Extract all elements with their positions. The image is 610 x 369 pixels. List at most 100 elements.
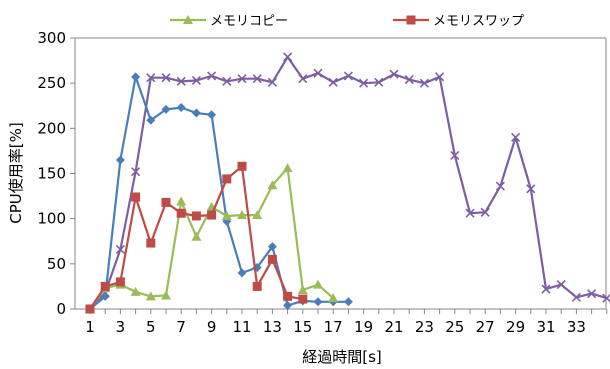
data-point <box>130 286 141 296</box>
data-point <box>237 74 247 84</box>
data-point <box>313 297 323 307</box>
y-tick-label: 0 <box>56 300 66 318</box>
data-point <box>359 78 369 88</box>
data-point <box>343 71 353 81</box>
data-point <box>404 74 414 85</box>
data-point <box>131 192 141 202</box>
y-tick-label: 50 <box>47 255 66 273</box>
x-mark-stroke <box>146 73 156 83</box>
data-point <box>252 74 262 84</box>
data-point <box>435 72 445 82</box>
data-point <box>161 73 171 83</box>
x-mark-stroke <box>343 71 353 81</box>
x-mark-stroke <box>267 77 277 87</box>
data-point <box>298 74 308 84</box>
y-axis-title: CPU使用率[%] <box>7 122 25 223</box>
y-tick-label: 200 <box>37 119 66 137</box>
x-mark-stroke <box>404 74 414 85</box>
data-point <box>374 77 384 87</box>
x-mark-stroke <box>526 184 536 194</box>
data-point <box>526 184 536 194</box>
x-mark-stroke <box>131 167 141 177</box>
data-point <box>176 208 186 218</box>
data-point <box>480 207 490 217</box>
x-tick-label: 9 <box>207 318 217 336</box>
x-mark-stroke <box>237 74 247 84</box>
data-point <box>115 244 125 254</box>
data-point <box>297 285 308 295</box>
series-x <box>85 52 610 314</box>
legend-label: メモリスワップ <box>433 14 524 29</box>
legend-label: メモリコピー <box>210 14 288 29</box>
x-tick-label: 13 <box>263 318 282 336</box>
data-point <box>237 210 247 220</box>
data-point <box>252 210 263 220</box>
x-mark-stroke <box>283 52 293 62</box>
x-mark-stroke <box>556 280 566 290</box>
x-axis-title: 経過時間[s] <box>302 348 382 366</box>
data-point <box>267 254 277 264</box>
data-point <box>161 290 171 300</box>
legend-marker <box>406 15 416 25</box>
data-point <box>176 196 187 206</box>
x-mark-stroke <box>465 208 475 218</box>
data-point <box>161 197 171 207</box>
data-point <box>252 262 262 272</box>
series-layer <box>85 52 610 314</box>
data-point <box>100 281 110 291</box>
x-mark-stroke <box>176 76 186 86</box>
series-line <box>89 55 608 310</box>
x-mark-stroke <box>313 68 323 78</box>
x-tick-label: 17 <box>324 318 343 336</box>
series-square <box>85 161 308 314</box>
data-point <box>146 238 156 248</box>
x-mark-stroke <box>602 293 610 303</box>
data-point <box>146 115 156 125</box>
x-tick-label: 25 <box>445 318 464 336</box>
x-tick-label: 31 <box>536 318 555 336</box>
x-mark-stroke <box>359 78 369 88</box>
y-tick-label: 100 <box>37 210 66 228</box>
data-point <box>207 110 217 120</box>
x-tick-label: 11 <box>232 318 251 336</box>
x-mark-stroke <box>191 75 201 86</box>
x-mark-stroke <box>511 132 521 142</box>
data-point <box>267 180 278 190</box>
data-point <box>176 103 186 113</box>
x-tick-label: 23 <box>415 318 434 336</box>
data-point <box>131 167 141 177</box>
y-tick-label: 150 <box>37 165 66 183</box>
data-point <box>222 76 232 86</box>
data-point <box>146 73 156 83</box>
data-point <box>283 291 293 301</box>
data-point <box>191 75 201 86</box>
data-point <box>207 71 217 81</box>
data-point <box>556 280 566 290</box>
y-tick-label: 250 <box>37 74 66 92</box>
x-tick-label: 3 <box>116 318 126 336</box>
data-point <box>161 104 171 114</box>
data-point <box>191 231 202 241</box>
x-mark-stroke <box>495 181 505 191</box>
x-mark-stroke <box>374 77 384 87</box>
x-tick-label: 21 <box>384 318 403 336</box>
series-diamond <box>85 72 353 314</box>
data-point <box>298 294 308 304</box>
data-point <box>221 210 232 220</box>
data-point <box>100 291 110 301</box>
data-point <box>511 132 521 142</box>
x-tick-label: 19 <box>354 318 373 336</box>
x-mark-stroke <box>298 74 308 84</box>
data-point <box>191 108 201 118</box>
legend-item: メモリスワップ <box>393 14 524 29</box>
legend-marker <box>183 15 193 24</box>
x-mark-stroke <box>480 207 490 217</box>
legend-item: メモリコピー <box>170 14 288 29</box>
data-point <box>237 161 247 171</box>
data-point <box>328 293 339 303</box>
x-mark-stroke <box>207 71 217 81</box>
data-point <box>328 77 338 87</box>
x-mark-stroke <box>419 78 429 88</box>
